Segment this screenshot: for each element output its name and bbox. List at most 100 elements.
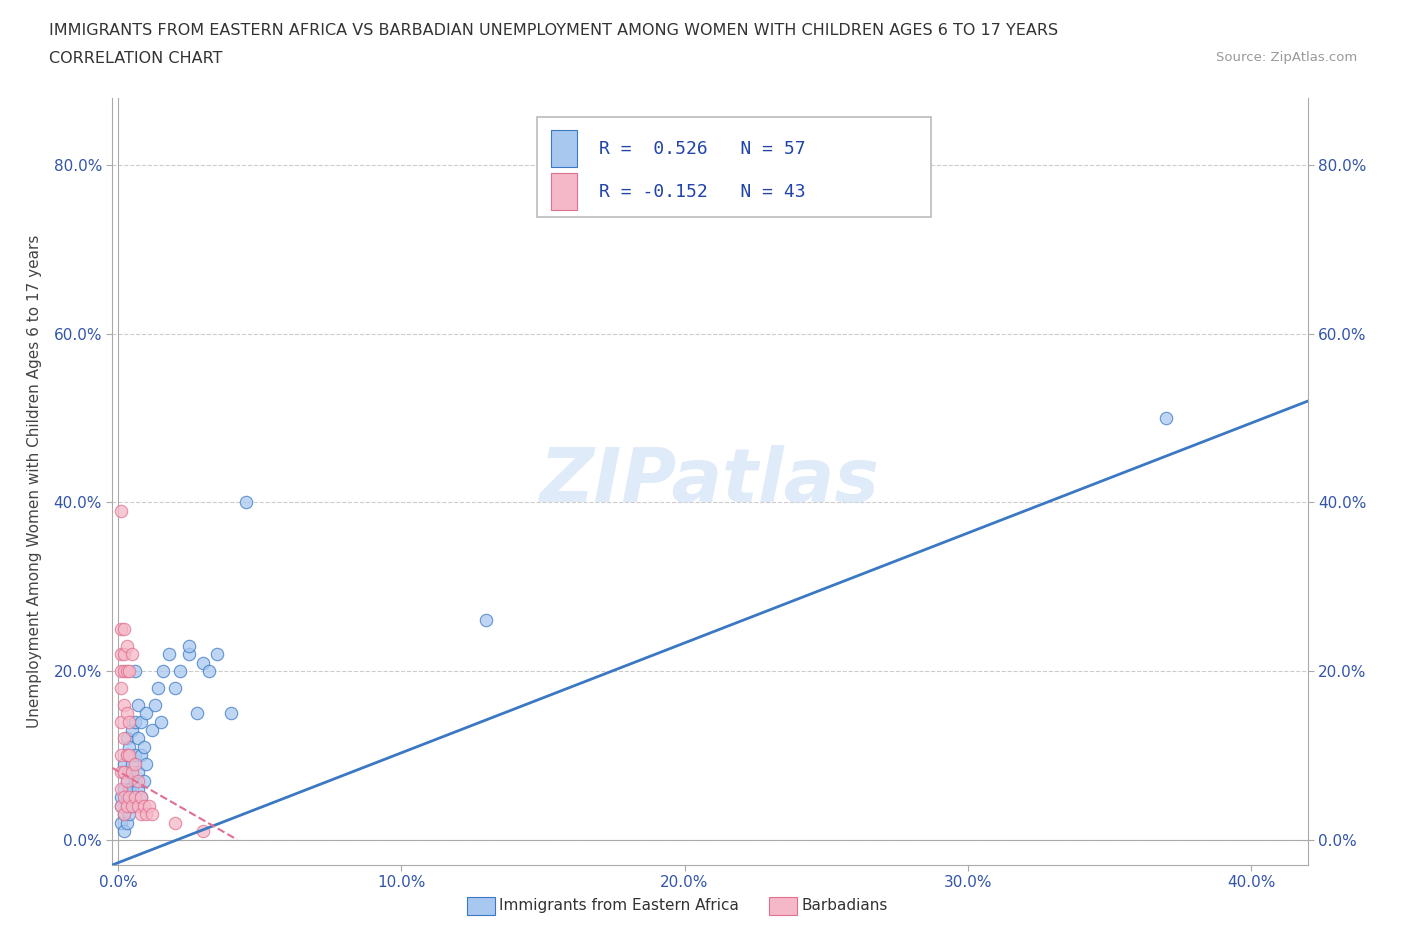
Point	[110, 646, 132, 661]
Point	[141, 807, 163, 822]
Point	[112, 756, 135, 771]
Point	[141, 723, 163, 737]
Point	[110, 764, 132, 779]
Text: Barbadians: Barbadians	[801, 898, 887, 913]
Point	[129, 790, 152, 804]
Point	[115, 773, 138, 788]
Point	[129, 714, 152, 729]
Point	[115, 773, 138, 788]
Point	[124, 748, 146, 763]
Point	[127, 698, 149, 712]
Point	[132, 739, 155, 754]
Point	[124, 663, 146, 678]
Point	[115, 731, 138, 746]
Point	[112, 764, 135, 779]
Point	[121, 756, 143, 771]
Point	[121, 646, 143, 661]
Point	[112, 824, 135, 839]
Point	[121, 799, 143, 814]
Point	[221, 706, 243, 721]
Point	[127, 781, 149, 796]
Point	[124, 756, 146, 771]
Point	[186, 706, 208, 721]
Point	[110, 748, 132, 763]
Point	[118, 764, 141, 779]
Point	[115, 799, 138, 814]
Point	[112, 790, 135, 804]
Point	[177, 646, 200, 661]
Point	[163, 816, 186, 830]
Text: Immigrants from Eastern Africa: Immigrants from Eastern Africa	[499, 898, 740, 913]
Point	[129, 748, 152, 763]
Point	[127, 799, 149, 814]
Point	[138, 799, 160, 814]
Point	[132, 799, 155, 814]
Point	[124, 714, 146, 729]
Point	[1154, 411, 1177, 426]
Point	[235, 495, 257, 510]
Point	[197, 663, 219, 678]
Point	[135, 807, 157, 822]
Point	[112, 807, 135, 822]
Point	[115, 790, 138, 804]
Point	[149, 714, 172, 729]
Point	[112, 621, 135, 636]
Point	[115, 663, 138, 678]
Text: R =  0.526   N = 57: R = 0.526 N = 57	[599, 140, 806, 158]
Point	[121, 764, 143, 779]
Point	[152, 663, 174, 678]
Point	[118, 714, 141, 729]
Point	[110, 816, 132, 830]
Point	[115, 748, 138, 763]
Point	[112, 807, 135, 822]
Point	[118, 781, 141, 796]
Point	[475, 613, 498, 628]
Point	[112, 698, 135, 712]
Point	[110, 503, 132, 518]
Y-axis label: Unemployment Among Women with Children Ages 6 to 17 years: Unemployment Among Women with Children A…	[28, 234, 42, 728]
Point	[118, 790, 141, 804]
Point	[110, 781, 132, 796]
Point	[163, 681, 186, 696]
Point	[135, 706, 157, 721]
Point	[110, 799, 132, 814]
Bar	[551, 130, 578, 167]
Point	[110, 621, 132, 636]
Point	[110, 714, 132, 729]
Point	[112, 646, 135, 661]
Point	[135, 756, 157, 771]
Point	[124, 790, 146, 804]
Point	[121, 723, 143, 737]
Point	[112, 781, 135, 796]
Point	[157, 646, 180, 661]
Point	[169, 663, 191, 678]
Point	[110, 681, 132, 696]
Point	[115, 799, 138, 814]
Point	[110, 663, 132, 678]
Point	[127, 773, 149, 788]
Point	[115, 706, 138, 721]
Text: IMMIGRANTS FROM EASTERN AFRICA VS BARBADIAN UNEMPLOYMENT AMONG WOMEN WITH CHILDR: IMMIGRANTS FROM EASTERN AFRICA VS BARBAD…	[49, 23, 1059, 38]
Point	[121, 799, 143, 814]
Point	[191, 824, 214, 839]
Text: CORRELATION CHART: CORRELATION CHART	[49, 51, 222, 66]
Point	[146, 681, 169, 696]
Point	[124, 790, 146, 804]
Point	[115, 816, 138, 830]
Point	[129, 790, 152, 804]
Text: ZIPatlas: ZIPatlas	[540, 445, 880, 518]
Point	[118, 663, 141, 678]
Point	[143, 698, 166, 712]
Point	[112, 731, 135, 746]
Point	[118, 807, 141, 822]
Point	[118, 748, 141, 763]
Point	[112, 663, 135, 678]
Point	[177, 638, 200, 653]
Point	[118, 790, 141, 804]
Text: Source: ZipAtlas.com: Source: ZipAtlas.com	[1216, 51, 1357, 64]
Bar	[551, 173, 578, 210]
Point	[127, 764, 149, 779]
Point	[110, 799, 132, 814]
Point	[118, 739, 141, 754]
Point	[191, 655, 214, 670]
